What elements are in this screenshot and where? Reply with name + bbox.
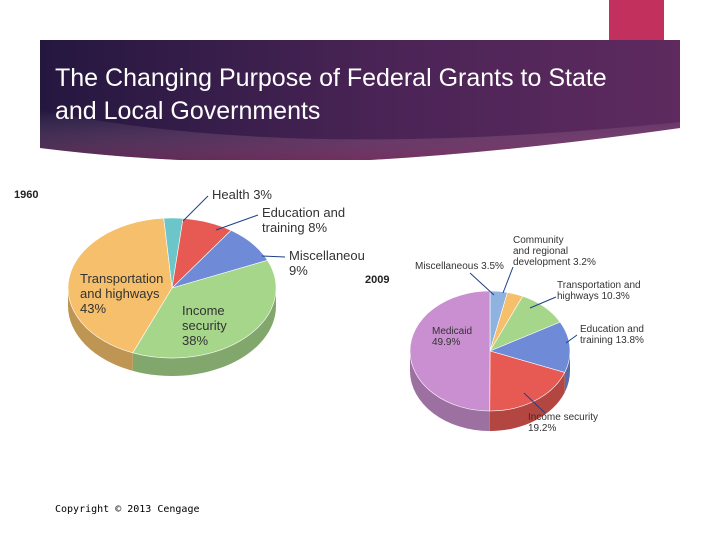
pie-slice [409, 290, 491, 412]
slice-label: Education and training 13.8% [580, 324, 644, 346]
pie-slice [132, 259, 277, 359]
leader-line [565, 334, 578, 344]
pie-slice [67, 217, 173, 354]
pie-year-label: 2009 [365, 274, 389, 286]
pie-side-wall [410, 351, 490, 431]
slice-label: Medicaid 49.9% [432, 326, 472, 348]
slice-label: Income security 38% [182, 303, 227, 348]
title-banner [40, 40, 680, 160]
copyright-notice: Copyright © 2013 Cengage [55, 504, 200, 515]
slice-label: Transportation and highways 10.3% [557, 280, 641, 302]
leader-line [182, 195, 209, 222]
pie-side-wall [68, 288, 133, 371]
slice-label: Health 3% [212, 187, 272, 202]
pie-slice [489, 321, 571, 373]
pie-charts-svg: 1960 Health 3% Education and training 8% Mis… [14, 187, 644, 434]
pie-side-wall [489, 372, 565, 431]
leader-line [261, 255, 286, 258]
slice-label: Income security 19.2% [528, 412, 598, 434]
pie-side-wall [132, 288, 276, 376]
pie-1960: 1960 Health 3% Education and training 8% Mis… [14, 187, 365, 376]
page-title: The Changing Purpose of Federal Grants t… [55, 64, 607, 125]
pie-side-wall [564, 351, 570, 393]
leader-line [529, 296, 557, 309]
slice-label: Community and regional development 3.2% [513, 235, 596, 268]
pie-charts-area: 1960 Health 3% Education and training 8% Mis… [0, 175, 720, 455]
leader-line [469, 272, 495, 296]
slice-label: Education and training 8% [262, 205, 345, 235]
pie-slice [489, 350, 566, 412]
pie-2009: 2009 Miscellaneous 3.5% Community and regio… [365, 235, 644, 434]
leader-line [502, 266, 514, 294]
leader-line [523, 392, 546, 414]
slice-label: Miscellaneous 3.5% [415, 261, 504, 272]
slice-label: Miscellaneou 9% [289, 248, 365, 278]
slice-label: Transportation and highways 43% [80, 271, 163, 316]
leader-line [215, 214, 259, 231]
pie-year-label: 1960 [14, 189, 38, 201]
